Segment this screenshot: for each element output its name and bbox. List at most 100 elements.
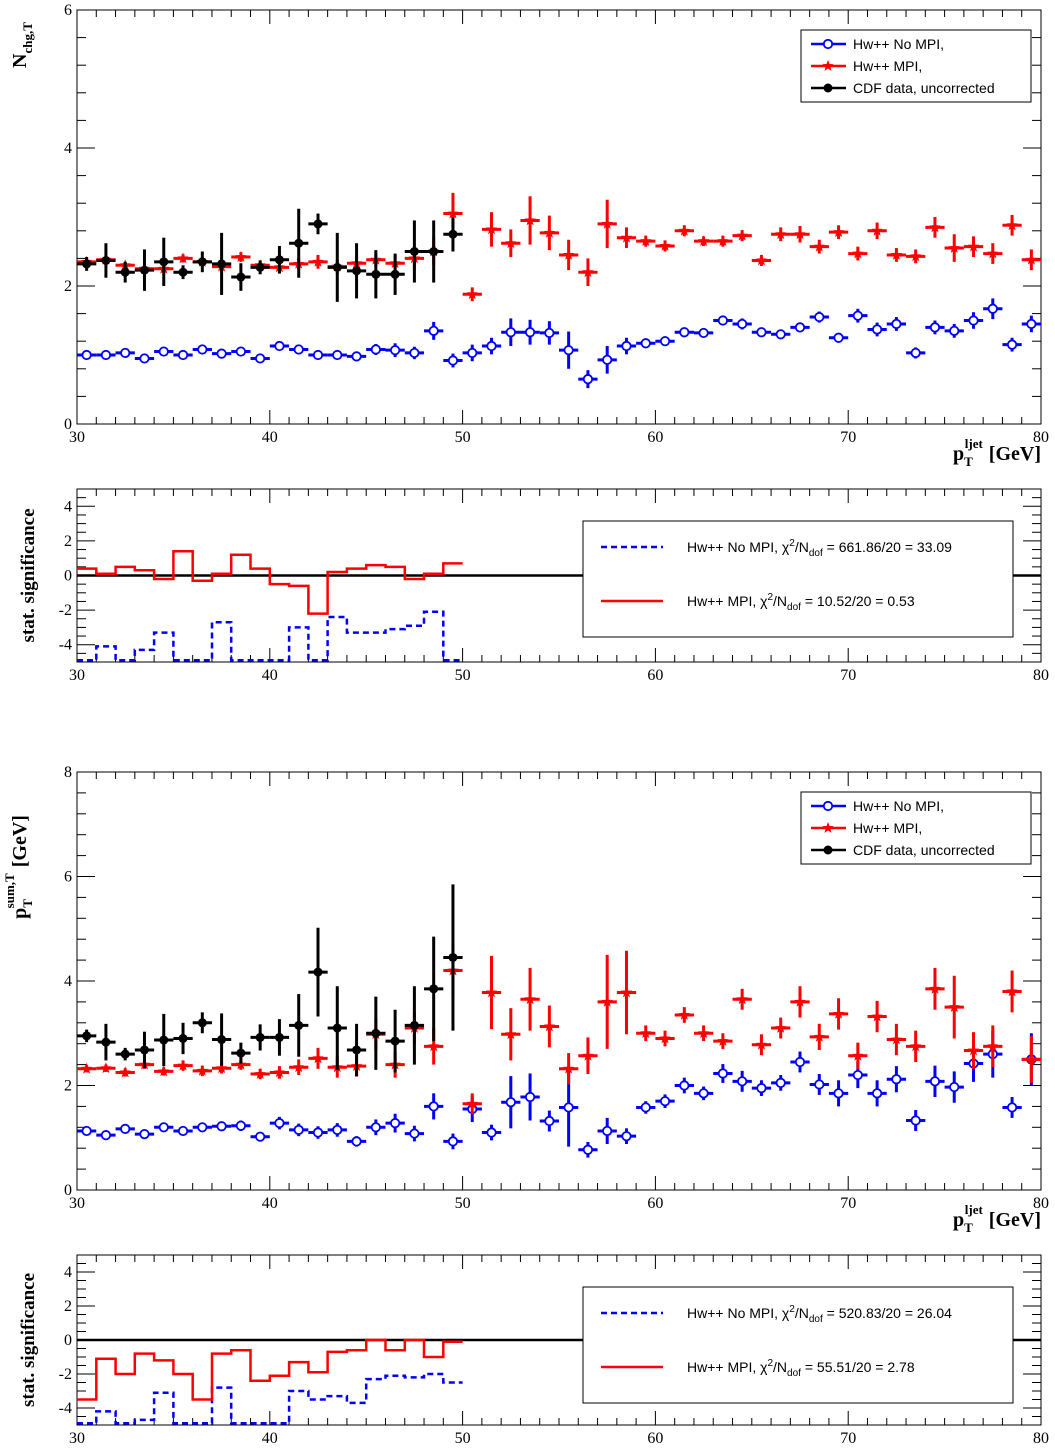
data-point-star: [312, 255, 324, 267]
y-tick-label: 0: [64, 568, 72, 585]
data-point-filled-circle: [217, 1035, 227, 1045]
data-point-open-circle: [621, 340, 632, 352]
data-point-star: [640, 235, 652, 246]
data-point-star: [678, 224, 690, 236]
data-point-open-circle: [929, 1076, 941, 1087]
data-point-filled-circle: [429, 984, 439, 994]
data-point-star: [1025, 253, 1038, 265]
x-tick-label: 40: [262, 1195, 278, 1212]
data-point-open-circle: [177, 1125, 189, 1137]
x-tick-label: 70: [840, 667, 856, 684]
data-point-star: [100, 1062, 112, 1074]
data-point-star: [987, 1040, 999, 1052]
data-point-star: [890, 1033, 903, 1045]
data-point-star: [273, 1066, 286, 1078]
y-tick-label: -2: [59, 602, 72, 619]
data-point-open-circle: [659, 336, 671, 347]
data-point-star: [697, 235, 710, 246]
data-point-open-circle: [1006, 339, 1018, 350]
x-tick-label: 40: [262, 667, 278, 684]
x-tick-label: 60: [647, 667, 663, 684]
x-tick-label: 50: [455, 1430, 471, 1447]
data-point-filled-circle: [139, 265, 149, 275]
data-point-open-circle: [293, 344, 304, 355]
data-point-star: [466, 1097, 478, 1109]
data-point-open-circle: [524, 1091, 536, 1103]
data-point-open-circle: [822, 38, 834, 50]
x-tick-label: 70: [840, 1195, 856, 1212]
data-point-open-circle: [563, 345, 574, 356]
data-point-star: [235, 251, 247, 262]
data-point-filled-circle: [448, 229, 458, 239]
series-2: [77, 208, 463, 302]
data-point-filled-circle: [390, 269, 400, 279]
data-point-star: [1025, 1053, 1038, 1065]
data-point-open-circle: [949, 1081, 960, 1093]
x-tick-label: 30: [69, 429, 85, 446]
data-point-star: [428, 1040, 440, 1052]
data-point-star: [822, 822, 834, 833]
data-point-star: [659, 240, 671, 251]
y-tick-label: 2: [64, 278, 72, 295]
data-point-star: [794, 995, 806, 1007]
data-point-open-circle: [370, 344, 381, 355]
data-point-filled-circle: [274, 1032, 284, 1042]
data-point-open-circle: [312, 1127, 324, 1138]
data-point-filled-circle: [120, 1049, 130, 1059]
significance-step-1: [77, 1338, 463, 1401]
data-point-open-circle: [852, 1069, 863, 1081]
data-point-filled-circle: [371, 1028, 381, 1038]
data-point-star: [485, 986, 498, 998]
data-point-star: [678, 1009, 690, 1020]
data-point-open-circle: [177, 349, 189, 361]
data-point-filled-circle: [313, 967, 323, 977]
data-point-star: [967, 240, 980, 252]
data-point-open-circle: [1006, 1102, 1018, 1113]
data-point-star: [620, 231, 633, 243]
data-point-open-circle: [139, 1128, 150, 1140]
data-point-star: [582, 266, 594, 278]
data-point-open-circle: [235, 1120, 246, 1131]
data-point-open-circle: [737, 1076, 748, 1087]
data-point-star: [871, 224, 883, 236]
y-tick-label: 2: [64, 1078, 72, 1095]
series-1: [77, 944, 1041, 1115]
data-point-open-circle: [351, 351, 362, 362]
data-point-open-circle: [409, 347, 420, 359]
data-point-open-circle: [197, 1122, 208, 1133]
data-point-open-circle: [794, 322, 806, 333]
y-tick-label: 4: [64, 1264, 72, 1281]
data-point-open-circle: [679, 327, 690, 338]
y-tick-label: -2: [59, 1366, 72, 1383]
data-point-open-circle: [428, 1101, 439, 1112]
data-point-filled-circle: [409, 1020, 419, 1030]
x-tick-label: 40: [262, 429, 278, 446]
data-point-star: [601, 995, 613, 1007]
data-point-star: [659, 1032, 671, 1044]
data-point-star: [852, 247, 864, 259]
data-point-filled-circle: [332, 1023, 342, 1033]
series-0: [77, 298, 1041, 389]
data-point-open-circle: [235, 346, 246, 357]
data-point-open-circle: [872, 1088, 883, 1099]
data-point-open-circle: [891, 318, 902, 330]
data-point-star: [312, 1052, 324, 1064]
data-point-open-circle: [120, 347, 131, 359]
data-point-open-circle: [949, 325, 960, 336]
ptsum-main-panel: 30 40 50 60 70 80 0 2 4 6 8 Hw++ No MPI, Hw++ MPI, CD…: [2, 764, 1049, 1235]
legend-box: [582, 1286, 1014, 1404]
y-tick-label: 2: [64, 1298, 72, 1315]
data-point-star: [987, 247, 999, 259]
y-tick-label: -4: [59, 1400, 72, 1417]
data-point-star: [717, 235, 729, 246]
data-point-star: [505, 1028, 517, 1040]
data-point-filled-circle: [823, 83, 833, 93]
x-tick-label: 40: [262, 1430, 278, 1447]
data-point-open-circle: [659, 1096, 671, 1107]
data-point-star: [158, 1065, 170, 1077]
data-point-filled-circle: [101, 255, 111, 265]
data-point-star: [177, 252, 189, 264]
data-point-star: [948, 1001, 960, 1012]
data-point-open-circle: [640, 338, 651, 349]
data-point-filled-circle: [823, 845, 833, 855]
